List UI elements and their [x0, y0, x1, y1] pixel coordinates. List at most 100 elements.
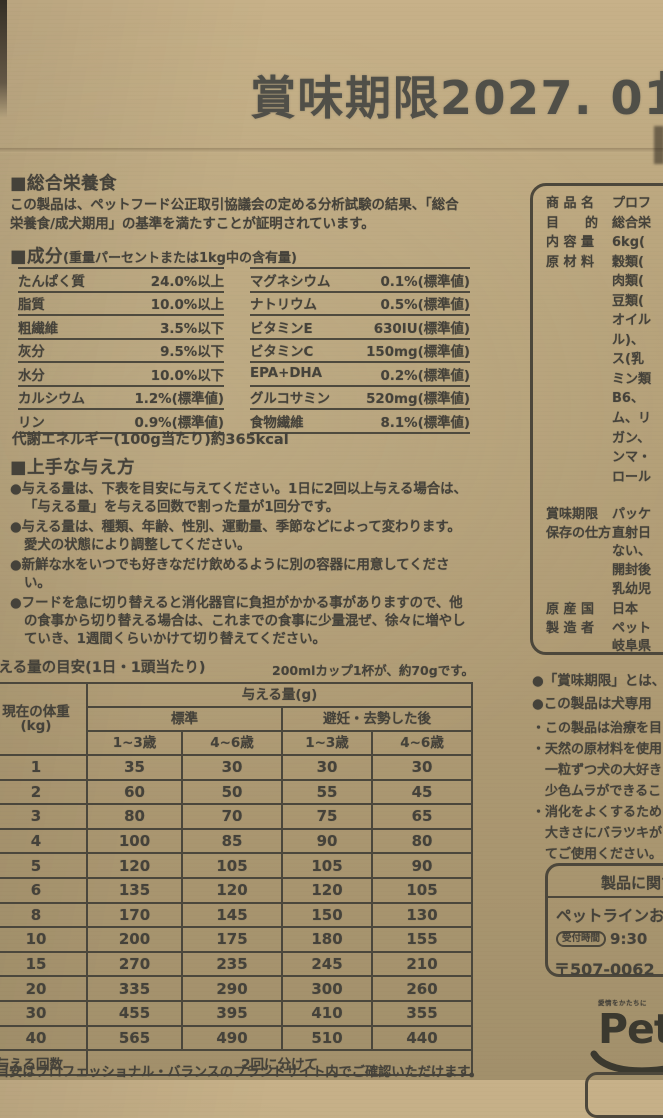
nutrient-value: 0.2%(標準値) — [380, 368, 470, 384]
weight-cell: 20 — [0, 975, 88, 1002]
right-note-line: ・天然の原材料を使用 — [532, 742, 663, 757]
info-line: 商 品 名 プロフ — [546, 194, 663, 214]
info-label — [546, 292, 612, 312]
group-neutered-header: 避妊・去勢した後 — [280, 706, 474, 732]
nutrient-name: 脂質 — [18, 298, 45, 314]
amount-cell: 90 — [370, 852, 474, 879]
expiry-date-partial-char: F — [656, 62, 663, 116]
right-note-line: てご使用ください。 — [532, 847, 663, 862]
nutrient-value: 1.2%(標準値) — [134, 392, 224, 408]
right-bullet: ●「賞味期限」とは、 — [532, 673, 663, 689]
contact-company-line: ペットラインお — [556, 907, 663, 925]
info-value: パッケ — [612, 507, 652, 523]
product-info-storage: 賞味期限 パッケ 保存の仕方 直射日 ない、 開封後 乳幼児 — [546, 506, 663, 599]
nutrient-name: マグネシウム — [250, 274, 331, 290]
age-range-header: 1~3歳 — [281, 730, 373, 756]
nutrient-name: 食物繊維 — [250, 415, 304, 431]
info-line: 目 的総合栄 — [546, 214, 663, 234]
info-label — [546, 272, 612, 292]
logo-tagline: 愛情をかたちに — [598, 999, 647, 1007]
weight-cell: 30 — [0, 999, 88, 1027]
product-info-box: 商 品 名 プロフ目 的総合栄内 容 量 6kg(原 材 料 穀類(肉類(豆類(オイル… — [530, 183, 663, 655]
feeding-bullet: ●与える量は、種類、年齢、性別、運動量、季節などによって変わります。愛犬の状態に… — [10, 519, 461, 553]
feeding-table-row: 4 100 85 90 80 — [0, 827, 474, 855]
feeding-guide-bullets: ●与える量は、下表を目安に与えてください。1日に2回以上与える場合は、「与える量… — [10, 481, 473, 651]
nutrient-value: 0.5%(標準値) — [380, 298, 470, 314]
amount-cell: 45 — [370, 778, 474, 806]
nutrient-row: ナトリウム 0.5%(標準値) — [250, 293, 470, 316]
info-label: 商 品 名 — [546, 196, 595, 211]
nutrient-value: 9.5%以下 — [160, 345, 224, 361]
nutrient-row: 灰分 9.5%以下 — [18, 340, 224, 363]
info-value: プロフ — [612, 196, 652, 211]
info-line: 豆類( — [546, 292, 663, 312]
info-line: ミン類 — [546, 370, 663, 390]
nutrient-value: 150mg(標準値) — [366, 345, 470, 361]
info-label: 保存の仕方 — [546, 525, 612, 541]
info-value: 直射日 — [612, 525, 652, 541]
info-line: 肉類( — [546, 272, 663, 292]
info-label — [546, 468, 612, 488]
feeding-guide-heading: ■上手な与え方 — [10, 458, 136, 478]
info-label — [546, 448, 612, 468]
info-line: 開封後 — [546, 562, 663, 581]
info-label: 目 的 — [546, 215, 599, 231]
feeding-table-row: 3 80 70 75 65 — [0, 803, 474, 830]
product-info-main: 商 品 名 プロフ目 的総合栄内 容 量 6kg(原 材 料 穀類(肉類(豆類(オイル… — [546, 194, 663, 487]
feeding-table-caption: 与える量の目安(1日・1頭当たり) — [0, 660, 206, 676]
amount-cell: 180 — [281, 926, 373, 953]
info-value: ル)、 — [612, 332, 644, 348]
nutrient-value: 630IU(標準値) — [373, 321, 470, 337]
info-line: 原 材 料 穀類( — [546, 253, 663, 273]
info-line: ス(乳 — [546, 350, 663, 370]
info-value: ペット — [612, 620, 652, 636]
amount-cell: 85 — [181, 827, 283, 855]
nutrient-name: ナトリウム — [250, 298, 317, 314]
amount-cell: 490 — [181, 1024, 283, 1052]
amount-cell: 335 — [86, 975, 183, 1002]
info-line: ない、 — [546, 543, 663, 562]
nutrient-row: リン 0.9%(標準値) — [18, 410, 224, 434]
info-line: 製 造 者 ペット — [546, 620, 663, 639]
info-label — [546, 638, 612, 657]
info-line: B6、 — [546, 389, 663, 409]
weight-cell: 1 — [0, 754, 88, 781]
weight-cell: 4 — [0, 827, 88, 855]
info-label — [546, 543, 612, 562]
nutrient-value: 3.5%以下 — [160, 321, 224, 337]
amount-cell: 130 — [370, 901, 474, 929]
weight-cell: 6 — [0, 876, 88, 904]
right-small-notes: ・この製品は治療を目 ・天然の原材料を使用 一粒ずつ犬の大好き 少色ムラができるこ… — [532, 718, 663, 865]
complete-food-heading: ■総合栄養食 — [10, 174, 118, 194]
feeding-table-row: 2 60 50 55 45 — [0, 778, 474, 806]
amount-cell: 120 — [181, 876, 283, 904]
amount-cell: 455 — [86, 999, 183, 1027]
feeding-table-footer: 与える回数 2回に分けて — [0, 1049, 474, 1077]
info-line: 保存の仕方 直射日 — [546, 525, 663, 544]
info-value: 開封後 — [612, 562, 652, 578]
amount-cell: 70 — [181, 803, 283, 830]
info-line: 賞味期限 パッケ — [546, 506, 663, 525]
contact-hours-row: 受付時間 9:30 — [556, 930, 647, 948]
nutrient-name: グルコサミン — [250, 392, 331, 408]
nutrient-name: 灰分 — [18, 345, 45, 361]
info-line: 内 容 量 6kg( — [546, 233, 663, 253]
amount-cell: 65 — [370, 803, 474, 830]
weight-cell: 15 — [0, 950, 88, 978]
info-line: ル)、 — [546, 331, 663, 351]
nutrient-value: 10.0%以上 — [150, 298, 224, 314]
amount-cell: 270 — [86, 950, 183, 978]
info-value: 日本 — [612, 602, 639, 618]
expiry-date-print: 賞味期限2027. 01 — [250, 71, 663, 125]
info-label: 原 材 料 — [546, 254, 595, 270]
amount-column-header: 与える量(g) — [85, 682, 474, 708]
group-standard-header: 標準 — [86, 706, 283, 732]
amount-cell: 355 — [370, 999, 474, 1027]
right-bullet-notes: ●「賞味期限」とは、 ●この製品は犬専用 — [532, 670, 663, 715]
info-label: 製 造 者 — [546, 620, 595, 636]
amount-cell: 30 — [370, 754, 474, 781]
nutrient-name: 水分 — [18, 368, 45, 384]
nutrient-row: ビタミンE 630IU(標準値) — [250, 316, 470, 340]
nutrient-value: 0.1%(標準値) — [380, 274, 470, 290]
right-note-line: 一粒ずつ犬の大好き — [532, 763, 663, 778]
